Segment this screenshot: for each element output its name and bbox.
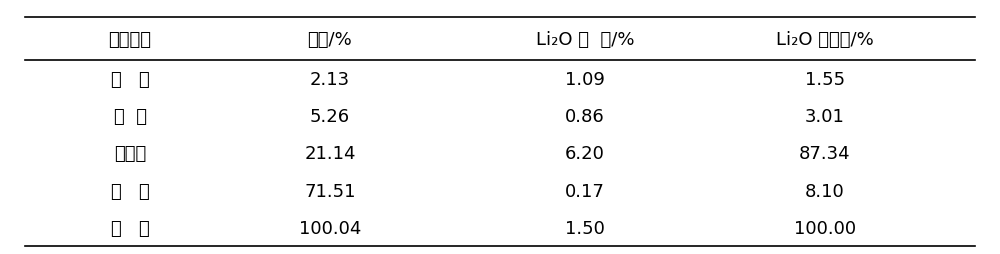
Text: 0.86: 0.86 xyxy=(565,108,605,125)
Text: Li₂O 品  位/%: Li₂O 品 位/% xyxy=(536,30,634,48)
Text: 100.00: 100.00 xyxy=(794,219,856,237)
Text: 0.17: 0.17 xyxy=(565,182,605,200)
Text: 矿   泥: 矿 泥 xyxy=(111,71,149,88)
Text: 100.04: 100.04 xyxy=(299,219,361,237)
Text: 云  母: 云 母 xyxy=(114,108,146,125)
Text: 2.13: 2.13 xyxy=(310,71,350,88)
Text: 8.10: 8.10 xyxy=(805,182,845,200)
Text: 5.26: 5.26 xyxy=(310,108,350,125)
Text: 锂精矿: 锂精矿 xyxy=(114,145,146,163)
Text: 产品名称: 产品名称 xyxy=(108,30,152,48)
Text: 6.20: 6.20 xyxy=(565,145,605,163)
Text: Li₂O 回收率/%: Li₂O 回收率/% xyxy=(776,30,874,48)
Text: 71.51: 71.51 xyxy=(304,182,356,200)
Text: 产率/%: 产率/% xyxy=(308,30,352,48)
Text: 21.14: 21.14 xyxy=(304,145,356,163)
Text: 原   矿: 原 矿 xyxy=(111,219,149,237)
Text: 1.55: 1.55 xyxy=(805,71,845,88)
Text: 87.34: 87.34 xyxy=(799,145,851,163)
Text: 尾   矿: 尾 矿 xyxy=(111,182,149,200)
Text: 1.50: 1.50 xyxy=(565,219,605,237)
Text: 3.01: 3.01 xyxy=(805,108,845,125)
Text: 1.09: 1.09 xyxy=(565,71,605,88)
